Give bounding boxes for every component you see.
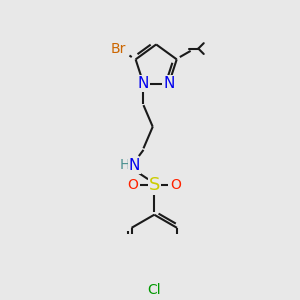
Text: N: N [138,76,149,91]
Text: N: N [128,158,140,173]
Text: O: O [170,178,181,192]
Text: Br: Br [111,42,126,56]
Text: N: N [163,76,175,91]
Text: O: O [127,178,138,192]
Text: Cl: Cl [148,283,161,297]
Text: H: H [120,158,130,172]
Text: S: S [148,176,160,194]
